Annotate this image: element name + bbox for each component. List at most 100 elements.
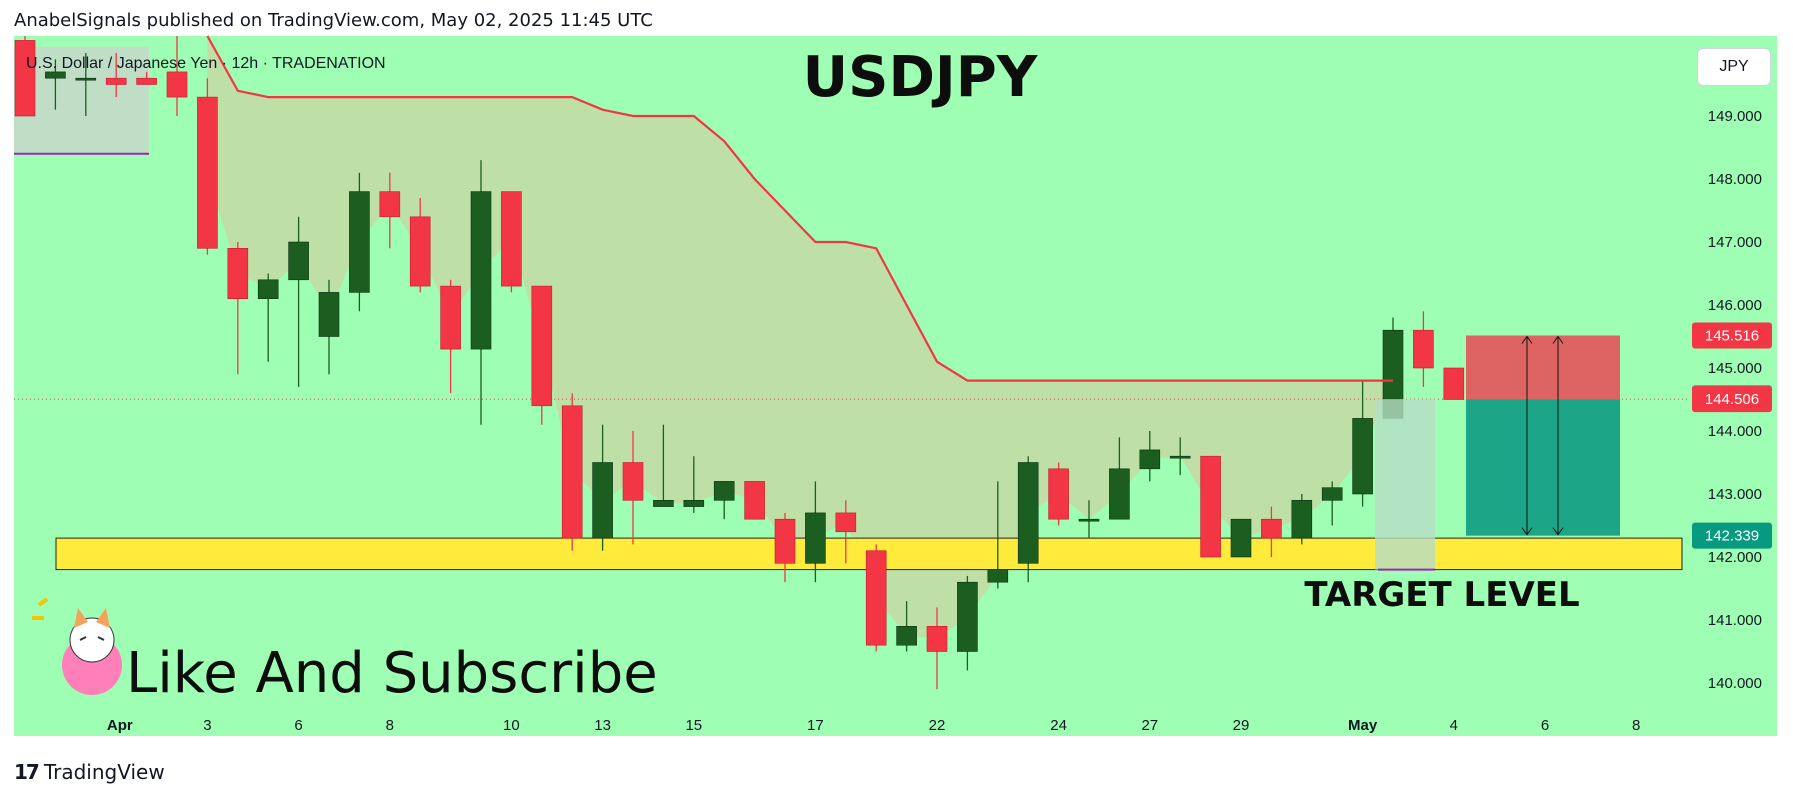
candle-body	[197, 96, 218, 249]
candle-body	[227, 248, 249, 300]
candle	[1078, 500, 1100, 539]
candle	[713, 481, 735, 520]
price-axis[interactable]: 149.000 148.000 147.000 146.000 145.000 144.0…	[1708, 108, 1762, 692]
price-label-bg	[1692, 522, 1772, 549]
tradingview-brand: TradingView	[43, 760, 165, 784]
candle-body	[1200, 455, 1221, 558]
candle	[197, 78, 218, 255]
candle	[288, 216, 309, 387]
candle-body	[713, 481, 735, 501]
candle	[227, 242, 249, 375]
cloud-fill	[207, 36, 1393, 639]
candle	[105, 53, 127, 98]
candle-body	[136, 77, 157, 85]
candle-body	[349, 191, 370, 293]
candle	[1230, 518, 1252, 558]
position-stop-zone	[1466, 335, 1620, 400]
projection-box	[1375, 399, 1435, 570]
x-tick-label: 8	[1632, 717, 1640, 734]
x-tick-label: 24	[1050, 717, 1067, 734]
candle-body	[105, 77, 127, 85]
candle	[987, 481, 1009, 589]
candle	[349, 172, 370, 312]
y-tick-label: 140.000	[1708, 675, 1762, 692]
candle	[1291, 494, 1313, 545]
y-tick-label: 147.000	[1708, 234, 1762, 251]
candle	[257, 273, 279, 362]
candle	[470, 160, 492, 425]
candle	[531, 285, 553, 425]
measure-arrow-down-icon	[1552, 527, 1564, 536]
x-tick-label: 27	[1141, 717, 1158, 734]
tradingview-footer: 17 TradingView	[14, 760, 165, 784]
candle-body	[592, 462, 613, 539]
time-axis[interactable]: Apr 3 6 8 10 13 15 17 22 24 27 29 May 4 6 8	[107, 717, 1640, 734]
y-tick-label: 141.000	[1708, 612, 1762, 629]
x-tick-label: Apr	[107, 717, 133, 734]
candle	[318, 279, 340, 375]
candle	[409, 197, 431, 293]
position-target-zone	[1466, 399, 1620, 536]
y-tick-label: 149.000	[1708, 108, 1762, 125]
candle	[1352, 380, 1373, 507]
candle	[1200, 455, 1221, 558]
candle-body	[1413, 329, 1434, 369]
x-tick-label: 13	[594, 717, 611, 734]
short-position-tool[interactable]	[1375, 335, 1620, 571]
candle	[957, 575, 978, 671]
x-tick-label: 3	[203, 717, 211, 734]
measure-arrow-up-icon	[1521, 335, 1533, 344]
candle-body	[926, 625, 948, 652]
indicator-cloud	[207, 36, 1393, 639]
cat-mascot-icon	[32, 597, 122, 695]
candle	[744, 481, 765, 520]
x-tick-label: 17	[807, 717, 824, 734]
candle-body	[531, 285, 553, 407]
candle	[1443, 367, 1465, 400]
candle	[379, 172, 401, 249]
candles	[14, 36, 1465, 690]
candle-body	[987, 569, 1009, 583]
price-label-text: 144.506	[1705, 391, 1759, 408]
price-label: 145.516	[1692, 322, 1772, 349]
candle-body	[1078, 518, 1100, 522]
candle	[1109, 437, 1130, 520]
candle-body	[622, 462, 644, 501]
candle	[1048, 462, 1069, 526]
candle-body	[1048, 468, 1069, 520]
candle	[835, 500, 857, 564]
price-chart[interactable]: Apr 3 6 8 10 13 15 17 22 24 27 29 May 4 6 8 149.000 148.…	[0, 0, 1793, 760]
candle-body	[470, 191, 492, 350]
candle	[865, 544, 887, 652]
y-tick-label: 144.000	[1708, 423, 1762, 440]
candle-body	[865, 550, 887, 646]
candle-body	[1443, 367, 1465, 400]
y-tick-label: 148.000	[1708, 171, 1762, 188]
candle	[1321, 481, 1343, 526]
candle-body	[440, 285, 461, 350]
candle-body	[1139, 449, 1161, 470]
candle	[1261, 506, 1282, 557]
candle-body	[896, 625, 917, 646]
candle-body	[45, 71, 66, 79]
candle	[805, 481, 826, 583]
candle	[75, 53, 97, 116]
measure-arrow-down-icon	[1521, 527, 1533, 536]
candle-body	[683, 499, 705, 507]
currency-selector-button[interactable]: JPY	[1697, 48, 1771, 86]
y-tick-label: 142.000	[1708, 549, 1762, 566]
measure-arrow-up-icon	[1552, 335, 1564, 344]
candle	[592, 424, 613, 551]
candle-body	[835, 512, 857, 533]
x-tick-label: 6	[294, 717, 302, 734]
x-tick-label: 8	[386, 717, 394, 734]
candle-body	[318, 292, 340, 337]
candle-body	[653, 499, 674, 507]
price-label-bg	[1692, 386, 1772, 413]
top-left-band	[14, 46, 149, 155]
candle	[653, 424, 674, 507]
candle-body	[501, 191, 522, 287]
candle	[14, 36, 36, 117]
candle-body	[1321, 487, 1343, 501]
